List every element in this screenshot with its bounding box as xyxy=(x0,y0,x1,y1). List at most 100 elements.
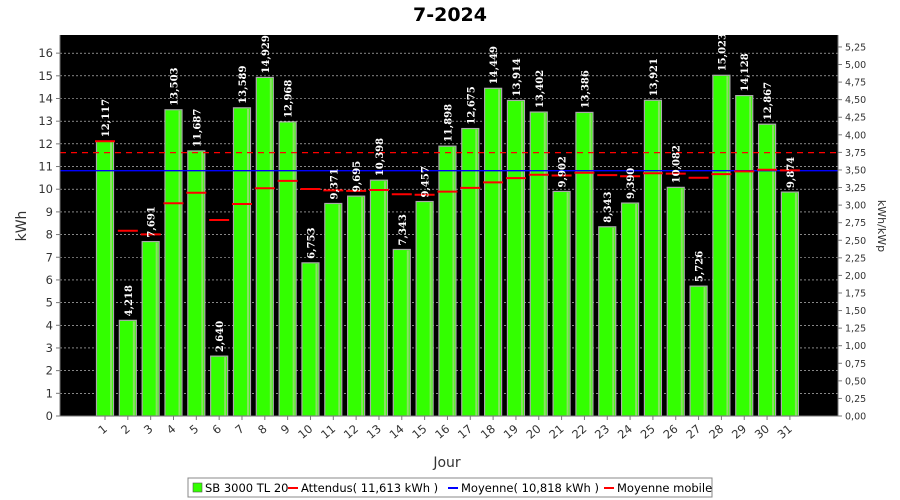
y2-tick-label: 0,00 xyxy=(845,412,866,423)
y2-tick-label: 5,00 xyxy=(845,60,866,71)
y2-axis: 0,00 0,25 0,50 0,75 1,00 1,25 1,50 1,75 2,00 2,25… xyxy=(837,35,866,423)
x-tick-label: 12 xyxy=(341,422,361,442)
y-tick-label: 6 xyxy=(46,273,53,287)
x-tick-label: 16 xyxy=(432,422,452,442)
y2-tick-label: 1,75 xyxy=(845,288,866,299)
x-tick-label: 15 xyxy=(409,422,429,442)
y2-tick-label: 0,75 xyxy=(845,359,866,370)
x-axis-label: Jour xyxy=(432,455,461,471)
x-tick-label: 1 xyxy=(95,422,110,437)
y2-tick-label: 1,25 xyxy=(845,324,866,335)
y-tick-label: 0 xyxy=(46,409,53,423)
bar-value-label: 6,753 xyxy=(306,227,317,258)
y2-tick-label: 3,75 xyxy=(845,148,866,159)
bar-value-label: 9,902 xyxy=(558,156,569,187)
y-tick-label: 1 xyxy=(46,386,53,400)
y2-tick-label: 0,25 xyxy=(845,394,866,405)
y2-tick-label: 3,50 xyxy=(845,165,866,176)
x-tick-label: 18 xyxy=(478,422,498,442)
x-axis: 1 2 3 4 5 6 7 8 9 10 11 12 13 14 15 16 17 18 19 20 21 22 23 24 2… xyxy=(60,415,838,442)
bar-value-label: 5,726 xyxy=(695,251,706,282)
legend-swatch xyxy=(192,482,203,493)
y-tick-label: 15 xyxy=(38,69,53,83)
bar-value-label: 7,691 xyxy=(147,206,158,237)
y2-tick-label: 2,50 xyxy=(845,236,866,247)
x-tick-label: 13 xyxy=(364,422,384,442)
y-tick-label: 9 xyxy=(46,205,53,219)
bar-value-label: 8,343 xyxy=(603,191,614,222)
x-tick-label: 28 xyxy=(706,422,726,442)
x-tick-label: 22 xyxy=(569,422,589,442)
legend: SB 3000 TL 20 Attendus( 11,613 kWh ) Moyen… xyxy=(187,477,713,498)
legend-label: Moyenne mobile xyxy=(617,481,712,495)
y2-tick-label: 3,25 xyxy=(845,183,866,194)
y2-tick-label: 4,00 xyxy=(845,130,866,141)
y-tick-label: 11 xyxy=(38,160,53,174)
x-tick-label: 7 xyxy=(232,422,247,437)
y-tick-label: 10 xyxy=(38,182,53,196)
bar-value-label: 12,675 xyxy=(466,86,477,124)
x-tick-label: 17 xyxy=(455,422,475,442)
bar-value-label: 11,687 xyxy=(192,109,203,147)
y2-tick-label: 4,50 xyxy=(845,95,866,106)
bar-value-label: 9,390 xyxy=(626,168,637,199)
y-tick-label: 13 xyxy=(38,114,53,128)
bar-value-label: 10,398 xyxy=(375,138,386,176)
x-tick-label: 23 xyxy=(592,422,612,442)
x-tick-label: 19 xyxy=(501,422,521,442)
x-tick-label: 9 xyxy=(278,422,293,437)
bar-value-label: 15,023 xyxy=(717,33,728,71)
y2-tick-label: 0,50 xyxy=(845,376,866,387)
bar-value-label: 11,898 xyxy=(443,104,454,142)
bar-value-label: 13,914 xyxy=(512,58,523,96)
moving-average-series xyxy=(95,140,800,236)
y2-tick-label: 2,75 xyxy=(845,218,866,229)
bar-value-label: 9,695 xyxy=(352,161,363,192)
x-tick-label: 24 xyxy=(615,422,635,442)
x-tick-label: 2 xyxy=(118,422,133,437)
bar-value-label: 9,457 xyxy=(421,166,432,197)
y-axis-label: kWh xyxy=(14,211,30,242)
bar-value-label: 14,128 xyxy=(740,53,751,91)
y2-tick-label: 1,00 xyxy=(845,341,866,352)
legend-label: Moyenne( 10,818 kWh ) xyxy=(461,481,599,495)
x-tick-label: 8 xyxy=(255,422,270,437)
bar-value-label: 13,503 xyxy=(169,67,180,105)
y2-tick-label: 3,00 xyxy=(845,201,866,212)
chart-title: 7-2024 xyxy=(413,4,487,26)
x-tick-label: 27 xyxy=(683,422,703,442)
bar-value-label: 13,589 xyxy=(238,66,249,104)
x-tick-label: 26 xyxy=(660,422,680,442)
y2-tick-label: 4,25 xyxy=(845,113,866,124)
y-tick-label: 5 xyxy=(46,296,53,310)
x-tick-label: 6 xyxy=(209,422,224,437)
x-tick-label: 14 xyxy=(387,422,407,442)
x-tick-label: 11 xyxy=(318,422,338,442)
y-tick-label: 16 xyxy=(38,46,53,60)
bar-value-label: 12,867 xyxy=(763,82,774,120)
bar-value-label: 2,640 xyxy=(215,321,226,352)
x-tick-label: 20 xyxy=(523,422,543,442)
x-tick-label: 4 xyxy=(164,422,179,437)
bar-value-label: 9,874 xyxy=(786,157,797,188)
y2-tick-label: 1,50 xyxy=(845,306,866,317)
x-tick-label: 31 xyxy=(775,422,795,442)
y-tick-label: 3 xyxy=(46,341,53,355)
x-tick-label: 25 xyxy=(638,422,658,442)
bar-value-label: 9,371 xyxy=(329,168,340,199)
y2-axis-label: kWh/kWp xyxy=(875,200,888,252)
bar-value-labels: 12,117 4,218 7,691 13,503 11,687 2,640 13,589 1… xyxy=(101,33,797,352)
bar-value-label: 14,929 xyxy=(261,35,272,73)
y-tick-label: 12 xyxy=(38,137,53,151)
y2-tick-label: 2,25 xyxy=(845,253,866,264)
y-tick-label: 8 xyxy=(46,228,53,242)
x-tick-label: 29 xyxy=(729,422,749,442)
legend-label: SB 3000 TL 20 xyxy=(205,481,289,495)
x-tick-label: 10 xyxy=(295,422,315,442)
legend-label: Attendus( 11,613 kWh ) xyxy=(301,481,438,495)
bar-value-label: 12,968 xyxy=(284,80,295,118)
x-tick-label: 3 xyxy=(141,422,156,437)
x-tick-label: 21 xyxy=(546,422,566,442)
